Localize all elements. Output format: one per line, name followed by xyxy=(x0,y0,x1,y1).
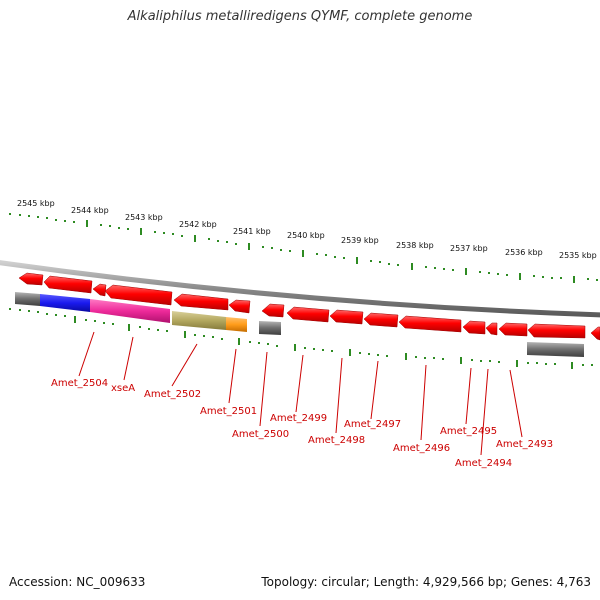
gene-arrow[interactable] xyxy=(363,312,399,328)
gene-label[interactable]: Amet_2500 xyxy=(232,429,289,440)
kbp-label: 2536 kbp xyxy=(505,248,543,257)
gene-label[interactable]: Amet_2499 xyxy=(270,413,327,424)
gene-label[interactable]: Amet_2501 xyxy=(200,406,257,417)
leader-lines xyxy=(78,331,523,456)
gene-label[interactable]: Amet_2502 xyxy=(144,389,201,400)
kbp-label: 2539 kbp xyxy=(341,236,379,245)
gene-arrow[interactable] xyxy=(527,323,586,339)
outer-tick-ring xyxy=(9,213,598,283)
gene-arrow[interactable] xyxy=(286,306,330,323)
kbp-label: 2535 kbp xyxy=(559,251,597,260)
gene-arrow[interactable] xyxy=(329,309,364,325)
grey-feature[interactable] xyxy=(527,342,584,357)
feature-blocks xyxy=(15,292,584,357)
gene-arrow[interactable] xyxy=(398,315,462,333)
gene-arrow[interactable] xyxy=(43,275,93,294)
gene-arrow[interactable] xyxy=(261,303,285,318)
map-title: Alkaliphilus metalliredigens QYMF, compl… xyxy=(127,9,473,24)
gene-arrow[interactable] xyxy=(590,326,600,341)
gene-arrow[interactable] xyxy=(173,293,229,311)
gene-arrow[interactable] xyxy=(462,320,486,335)
kbp-label: 2538 kbp xyxy=(396,241,434,250)
blue-feature[interactable] xyxy=(40,294,90,312)
gene-label[interactable]: Amet_2497 xyxy=(344,419,401,430)
gene-label[interactable]: Amet_2495 xyxy=(440,426,497,437)
genome-backbone xyxy=(0,260,600,318)
forward-strand-genes xyxy=(18,272,600,341)
gene-arrow[interactable] xyxy=(498,322,528,337)
gene-label[interactable]: xseA xyxy=(111,383,135,394)
grey-feature[interactable] xyxy=(15,292,40,306)
gene-label[interactable]: Amet_2498 xyxy=(308,435,365,446)
kbp-label: 2540 kbp xyxy=(287,231,325,240)
gene-arrow[interactable] xyxy=(92,283,107,297)
gene-label[interactable]: Amet_2496 xyxy=(393,443,450,454)
kbp-label: 2544 kbp xyxy=(71,206,109,215)
kbp-label: 2545 kbp xyxy=(17,199,55,208)
topology-text: Topology: circular; Length: 4,929,566 bp… xyxy=(261,575,591,589)
kbp-label: 2542 kbp xyxy=(179,220,217,229)
gene-arrow[interactable] xyxy=(228,299,251,314)
kbp-label: 2541 kbp xyxy=(233,227,271,236)
olive-feature[interactable] xyxy=(172,311,226,330)
gene-arrow[interactable] xyxy=(104,284,173,306)
kbp-scale-labels: 2545 kbp 2544 kbp 2543 kbp 2542 kbp 2541… xyxy=(17,199,597,260)
gene-label[interactable]: Amet_2494 xyxy=(455,458,512,469)
orange-feature[interactable] xyxy=(226,317,247,332)
grey-feature[interactable] xyxy=(259,321,281,335)
gene-arrow[interactable] xyxy=(485,322,498,336)
pink-feature[interactable] xyxy=(90,299,170,323)
kbp-label: 2537 kbp xyxy=(450,244,488,253)
accession-text: Accession: NC_009633 xyxy=(9,575,146,589)
gene-label[interactable]: Amet_2493 xyxy=(496,439,553,450)
kbp-label: 2543 kbp xyxy=(125,213,163,222)
inner-tick-ring xyxy=(9,308,593,369)
gene-labels: Amet_2504 xseA Amet_2502 Amet_2501 Amet_… xyxy=(51,378,553,469)
gene-label[interactable]: Amet_2504 xyxy=(51,378,108,389)
gene-arrow[interactable] xyxy=(18,272,44,286)
